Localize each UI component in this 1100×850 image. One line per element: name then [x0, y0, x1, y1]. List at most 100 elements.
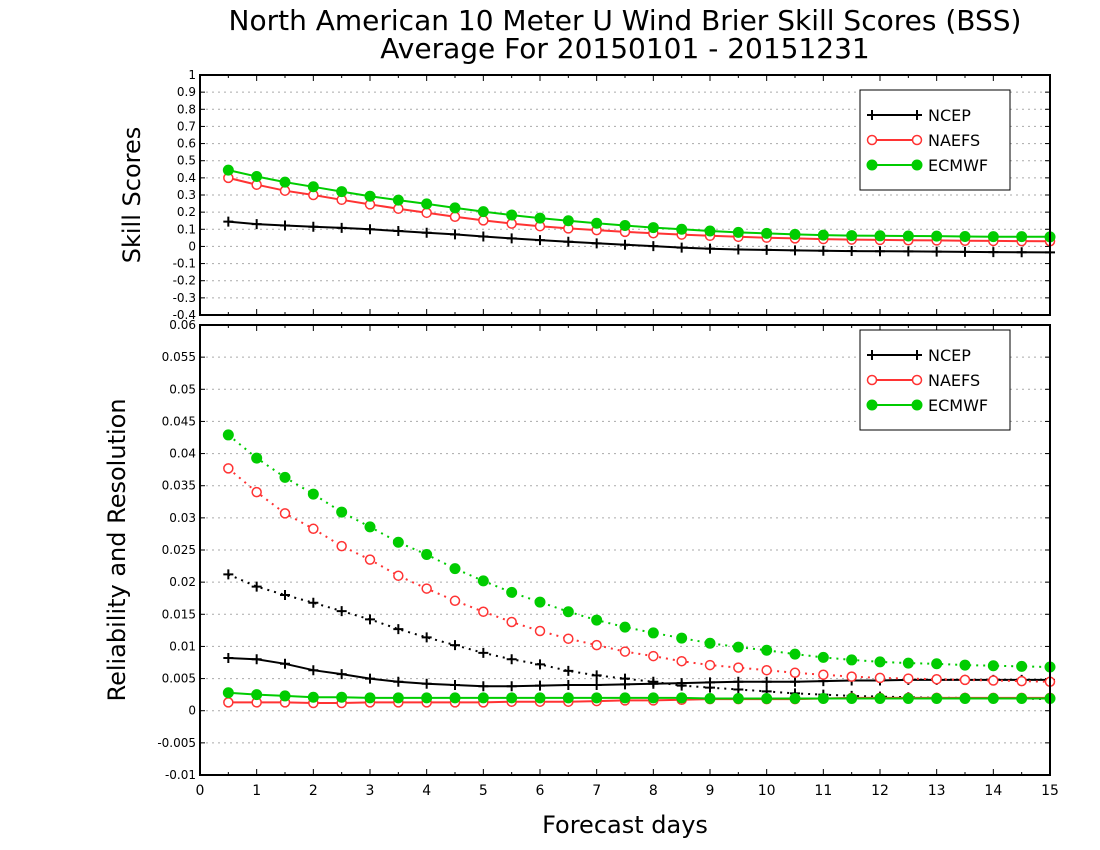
bottom-legend-label-naefs: NAEFS	[928, 371, 980, 390]
chart-title-line2: Average For 20150101 - 20151231	[380, 32, 869, 65]
top-ytick-label: 0.9	[177, 85, 196, 99]
bottom-series-ncep-resolution-point	[591, 670, 602, 681]
bottom-series-ncep-resolution-point	[648, 676, 659, 687]
top-series-ncep-point	[421, 227, 432, 238]
bottom-series-naefs-resolution-point	[308, 523, 319, 535]
top-legend-marker-ecmwf	[866, 159, 878, 171]
skill-scores-panel: -0.4 -0.3 -0.2 -0.1 0 0.1 0.2 0.3 0.4 0.5 0.6 0.7 0.…	[118, 68, 1056, 322]
top-ytick-label: 1	[188, 68, 196, 82]
bottom-xtick-label: 1	[252, 783, 261, 799]
bottom-series-ncep-reliability-point	[365, 673, 375, 684]
bottom-series-ecmwf-reliability-point	[902, 693, 914, 704]
chart-title-line1: North American 10 Meter U Wind Brier Ski…	[229, 4, 1022, 37]
top-legend-label-naefs: NAEFS	[928, 131, 980, 150]
bottom-series-ncep-resolution-point	[563, 665, 574, 676]
bottom-xtick-label: 7	[592, 783, 601, 799]
bottom-series-naefs-resolution-point	[336, 540, 347, 552]
bottom-ytick-label: 0	[188, 704, 196, 718]
top-legend-marker-naefs	[866, 134, 878, 146]
top-series-ncep-point	[280, 220, 290, 231]
bottom-series-ncep-resolution-point	[506, 654, 517, 665]
bottom-series-ecmwf-reliability-point	[676, 692, 688, 704]
bottom-series-ecmwf-resolution-point	[591, 614, 603, 626]
bottom-ytick-label: -0.01	[165, 768, 196, 782]
bottom-series-ecmwf-resolution-point	[449, 563, 461, 575]
bottom-series-ncep-reliability-point	[308, 665, 319, 676]
top-series-ncep-point	[648, 241, 659, 252]
bottom-xtick-label: 5	[479, 783, 488, 799]
bottom-series-ecmwf-resolution-point	[704, 637, 716, 649]
top-ytick-label: -0.2	[173, 274, 196, 288]
bottom-series-ecmwf-resolution-point	[931, 658, 943, 670]
bottom-xtick-label: 12	[871, 783, 889, 799]
bottom-series-ecmwf-resolution-point	[477, 575, 489, 587]
bottom-legend: NCEP NAEFS ECMWF	[859, 329, 1011, 431]
bottom-series-naefs-resolution-point	[931, 673, 942, 685]
top-series-naefs-point	[421, 207, 432, 219]
bottom-ytick-label: 0.035	[162, 479, 196, 493]
bottom-series-ecmwf-reliability-line	[228, 691, 1050, 700]
bottom-series-ecmwf-reliability-point	[279, 690, 291, 702]
top-ytick-label: 0.8	[177, 102, 196, 116]
bottom-series-naefs-resolution-point	[506, 616, 517, 628]
top-ytick-label: 0.2	[177, 205, 196, 219]
top-series-ncep-point	[365, 224, 375, 235]
bottom-series-ncep-resolution-point	[676, 680, 687, 691]
bottom-series-naefs-resolution-point	[846, 671, 857, 682]
top-ytick-label: 0.7	[177, 119, 196, 133]
top-series-ecmwf-point	[222, 164, 234, 176]
bottom-ytick-label: -0.005	[157, 736, 196, 750]
bottom-series-ecmwf-reliability-point	[1016, 693, 1028, 704]
bottom-series-ecmwf-resolution-point	[874, 656, 886, 668]
top-series-ecmwf-point	[902, 230, 914, 242]
top-ytick-label: -0.1	[173, 257, 196, 271]
top-series-ncep-point	[846, 246, 857, 257]
bottom-ytick-label: 0.045	[162, 414, 196, 428]
top-series-ecmwf-point	[789, 228, 801, 240]
top-series-ncep-point	[450, 229, 460, 240]
bottom-series-ecmwf-reliability-point	[987, 693, 999, 704]
bottom-series-ncep-reliability-point	[280, 658, 290, 669]
top-ytick-label: 0.1	[177, 222, 196, 236]
top-legend-marker-ncep	[867, 110, 877, 120]
bottom-series-naefs-resolution-point	[789, 667, 801, 679]
bottom-legend-marker-ecmwf	[911, 399, 923, 411]
bottom-series-ecmwf-reliability-point	[421, 692, 433, 704]
top-series-ncep-point	[223, 216, 234, 227]
bottom-series-ncep-resolution-point	[308, 597, 319, 608]
bottom-series-ncep-reliability-point	[761, 676, 772, 687]
bottom-series-ecmwf-reliability-point	[704, 693, 716, 704]
bottom-series-ecmwf-reliability-point	[449, 692, 461, 704]
bottom-xtick-label: 14	[984, 783, 1002, 799]
bottom-xtick-label: 15	[1041, 783, 1059, 799]
bottom-legend-marker-naefs	[866, 374, 878, 386]
top-series-ncep-point	[903, 246, 914, 257]
top-series-ncep-point	[336, 222, 347, 233]
top-series-ecmwf-point	[959, 230, 971, 242]
bottom-series-ecmwf-reliability-point	[222, 687, 234, 699]
bottom-legend-label-ncep: NCEP	[928, 346, 971, 365]
reliability-resolution-panel: -0.01 -0.005 0 0.005 0.01 0.015 0.02 0.025 0.03 0…	[103, 318, 1059, 839]
top-legend-label-ncep: NCEP	[928, 106, 971, 125]
bottom-series-ecmwf-resolution-point	[676, 632, 688, 644]
bottom-series-ecmwf-resolution-point	[959, 659, 971, 671]
top-series-ncep-point	[988, 247, 999, 258]
bottom-series-ncep-reliability-point	[251, 654, 262, 665]
bottom-series-ecmwf-reliability-point	[506, 692, 518, 704]
bottom-series-naefs-resolution-point	[251, 486, 262, 498]
bottom-series-ecmwf-resolution-point	[421, 549, 433, 560]
top-series-ecmwf-point	[732, 226, 744, 238]
top-series-ncep-point	[591, 238, 602, 249]
top-series-ecmwf-point	[364, 190, 376, 202]
top-series-ncep-point	[875, 246, 885, 257]
top-series-ncep-point	[818, 245, 829, 256]
top-series-ecmwf-point	[477, 206, 489, 218]
top-series-ecmwf-point	[1016, 231, 1028, 243]
bottom-series-naefs-resolution-point	[988, 675, 999, 686]
bottom-xtick-label: 11	[814, 783, 832, 799]
bottom-series-ecmwf-reliability-point	[789, 693, 801, 704]
top-ytick-label: 0.5	[177, 154, 196, 168]
bottom-series-naefs-resolution-point	[393, 570, 404, 581]
bottom-series-ecmwf-resolution-point	[506, 586, 518, 598]
bottom-series-ncep-reliability-point	[790, 676, 800, 687]
